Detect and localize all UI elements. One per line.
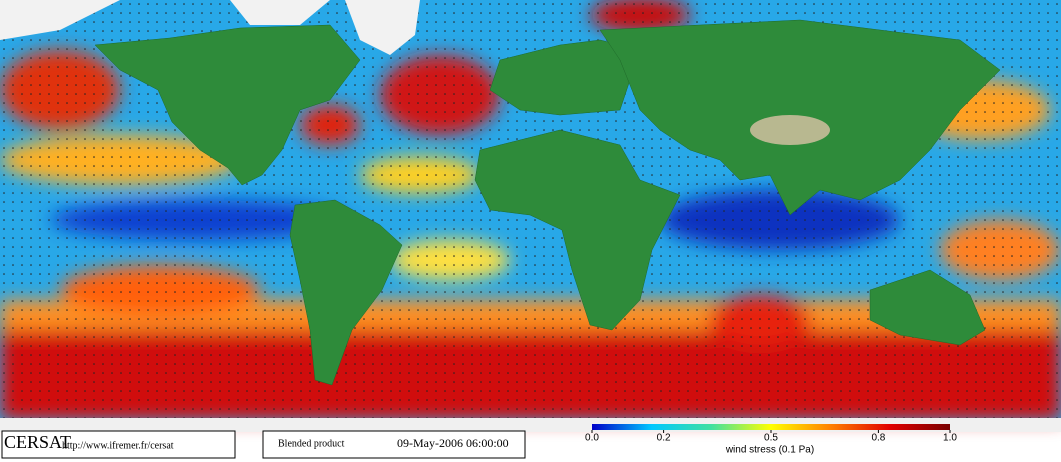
logo: CERSAT — [4, 432, 71, 452]
colorbar-label: wind stress (0.1 Pa) — [725, 445, 814, 456]
footer: CERSAT http://www.ifremer.fr/cersat Blen… — [1, 424, 950, 459]
colorbar — [592, 424, 950, 430]
colorbar-tick-label: 0.0 — [585, 433, 599, 444]
colorbar-tick-label: 0.5 — [764, 433, 778, 444]
colorbar-tick-label: 0.2 — [657, 433, 671, 444]
colorbar-tick-label: 1.0 — [943, 433, 957, 444]
continents — [0, 0, 1061, 432]
colorbar-tick-label: 0.8 — [871, 433, 885, 444]
url: http://www.ifremer.fr/cersat — [62, 440, 174, 451]
product-box — [262, 430, 526, 459]
logo-box — [1, 430, 236, 459]
product: Blended product — [278, 438, 345, 449]
date: 09-May-2006 06:00:00 — [397, 436, 509, 450]
